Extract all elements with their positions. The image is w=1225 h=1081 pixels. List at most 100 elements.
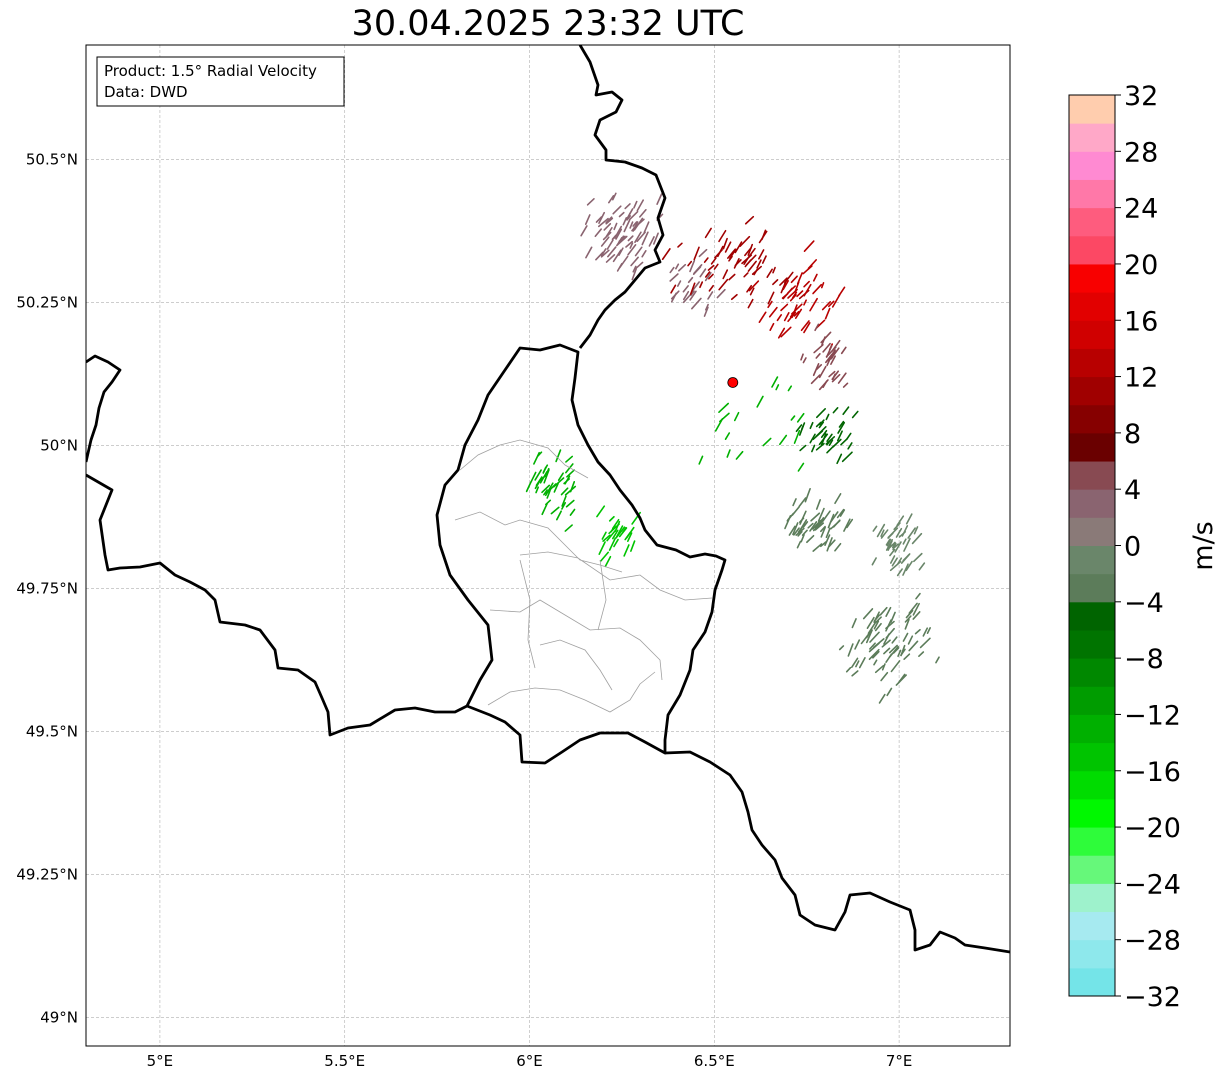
radar-echo (874, 616, 882, 624)
radar-echo (840, 438, 848, 446)
lon-tick-label: 5°E (147, 1052, 174, 1070)
radar-echo (887, 527, 899, 539)
radar-echo (746, 284, 753, 293)
radar-echo (873, 620, 880, 630)
radar-echo (739, 235, 751, 247)
radar-echo (796, 290, 804, 298)
radar-echo (919, 637, 931, 649)
radar-echo (616, 262, 623, 272)
radar-echo (836, 453, 843, 465)
radar-echo (860, 633, 870, 645)
radar-echo (888, 541, 896, 550)
radar-echo (569, 508, 576, 516)
radar-echo (735, 450, 744, 460)
colorbar-segment (1069, 517, 1115, 546)
radar-echo (670, 284, 677, 294)
radar-echo (698, 248, 708, 258)
radar-echo (612, 249, 622, 263)
colorbar-segment (1069, 404, 1115, 434)
radar-echo (812, 363, 820, 377)
radar-echo (935, 656, 940, 664)
radar-echo (525, 481, 532, 493)
radar-echo (828, 439, 834, 447)
radar-echo (555, 449, 562, 463)
radar-echo (824, 534, 831, 547)
radar-echo (896, 568, 903, 577)
radar-echo (841, 451, 853, 463)
radar-echo (608, 523, 620, 535)
radar-echo (635, 261, 644, 269)
radar-echo (708, 284, 714, 292)
radar-echo (825, 413, 830, 421)
radar-echo (881, 663, 886, 671)
radar-echo (796, 540, 802, 549)
radar-echo (753, 268, 759, 276)
radar-echo (776, 314, 783, 322)
radar-echo (541, 503, 548, 516)
radar-echo (768, 306, 778, 318)
radar-echo (825, 346, 837, 358)
radar-echo (767, 300, 773, 309)
radar-echo (843, 518, 851, 532)
radar-echo (851, 410, 859, 419)
radar-echo (564, 524, 573, 532)
radar-echo (788, 525, 796, 536)
radar-echo (600, 249, 610, 258)
radar-echo (703, 257, 709, 263)
radar-echo (748, 280, 760, 292)
radar-echo (790, 275, 798, 284)
radar-echo (855, 660, 860, 668)
colorbar-segment (1069, 939, 1115, 969)
radar-echo (830, 355, 837, 365)
radar-echo (598, 541, 606, 555)
radar-echo (636, 199, 645, 212)
radar-echo (787, 285, 797, 294)
radar-echo (775, 384, 780, 391)
radar-echo (804, 487, 811, 503)
colorbar-tick-label: 24 (1124, 194, 1158, 225)
colorbar-tick-label: −4 (1124, 588, 1164, 619)
radar-echo (622, 217, 628, 226)
radar-echo (880, 529, 885, 537)
radar-echo (876, 523, 886, 538)
colorbar-tick-label: 32 (1124, 81, 1158, 112)
radar-echo (630, 256, 639, 267)
radar-echo (561, 502, 567, 510)
radar-echo (565, 455, 574, 463)
radar-echo (903, 653, 911, 660)
radar-echo (845, 432, 852, 441)
radar-echo (832, 438, 842, 448)
radar-echo (691, 281, 700, 293)
radar-echo (851, 670, 859, 677)
radar-echo (826, 445, 835, 454)
colorbar-segment (1069, 686, 1115, 715)
radar-echo (842, 382, 849, 388)
radar-echo (821, 301, 832, 311)
radar-echo (626, 212, 631, 220)
radar-echo (537, 451, 543, 457)
radar-echo (543, 489, 548, 496)
radar-echo (873, 611, 880, 624)
radar-echo (824, 307, 831, 320)
colorbar-tick-label: −28 (1124, 926, 1181, 957)
radar-echo (595, 251, 604, 261)
radar-echo (837, 372, 847, 384)
radar-echo (802, 357, 807, 364)
radar-echo (648, 236, 655, 247)
radar-echo (798, 517, 805, 523)
colorbar-tick-label: −32 (1124, 982, 1181, 1013)
radar-echo (872, 525, 878, 532)
radar-echo (792, 498, 797, 507)
radar-echo (904, 615, 912, 623)
radar-echo (831, 294, 841, 308)
radar-echo (777, 327, 786, 339)
radar-echo (800, 353, 804, 361)
radar-echo (602, 534, 611, 542)
radar-echo (813, 344, 824, 354)
radar-echo (810, 512, 821, 522)
radar-echo (612, 205, 622, 215)
radar-echo (820, 282, 825, 289)
radar-echo (782, 280, 789, 291)
radar-echo (814, 522, 825, 531)
